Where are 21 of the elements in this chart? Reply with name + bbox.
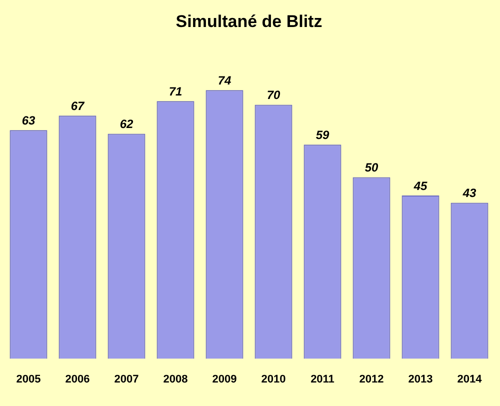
chart-title: Simultané de Blitz	[176, 12, 322, 31]
x-tick-label: 2014	[457, 373, 483, 386]
x-tick-label: 2009	[212, 373, 237, 386]
data-label: 67	[70, 98, 86, 113]
data-label: 43	[462, 186, 476, 200]
x-tick-label: 2005	[16, 373, 41, 386]
x-tick-label: 2013	[408, 373, 433, 386]
x-tick-label: 2008	[163, 373, 188, 386]
x-tick-label: 2006	[65, 373, 90, 386]
data-label: 70	[266, 88, 280, 102]
data-label: 63	[22, 113, 36, 128]
data-label: 74	[218, 73, 232, 88]
data-label: 71	[168, 84, 182, 98]
x-tick-label: 2011	[310, 373, 334, 386]
data-label: 50	[364, 160, 378, 175]
x-tick-label: 2010	[261, 373, 286, 386]
data-label: 45	[412, 178, 428, 193]
x-tick-label: 2012	[359, 373, 384, 386]
data-label: 59	[316, 128, 330, 142]
x-tick-label: 2007	[114, 373, 139, 386]
data-label: 62	[120, 117, 134, 132]
